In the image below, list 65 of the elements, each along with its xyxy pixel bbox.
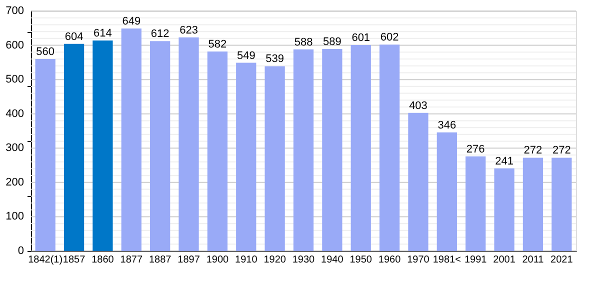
x-tick-label: 1970 <box>407 254 430 266</box>
data-label: 623 <box>180 24 198 36</box>
bar <box>379 44 400 251</box>
data-label: 276 <box>466 143 485 156</box>
bar <box>322 49 342 251</box>
y-tick-label: 700 <box>6 5 24 17</box>
y-tick-label: 500 <box>6 74 24 86</box>
data-label: 589 <box>323 36 342 48</box>
bar <box>494 168 514 251</box>
y-tick-label: 0 <box>18 245 24 257</box>
bar <box>178 37 199 251</box>
data-label: 582 <box>208 38 227 50</box>
data-label: 588 <box>294 36 313 48</box>
bar <box>436 132 457 251</box>
bar <box>35 59 56 251</box>
x-tick-label: 2011 <box>522 254 544 266</box>
x-tick-label: 1981< <box>432 254 462 266</box>
x-tick-label: 1887 <box>148 254 172 266</box>
data-label: 272 <box>524 144 542 157</box>
bar <box>350 44 371 251</box>
bar <box>64 44 84 251</box>
x-tick-label: 1842(1) <box>28 254 63 266</box>
x-tick-label: 1991 <box>464 254 488 266</box>
y-tick-label: 400 <box>6 108 24 120</box>
data-label: 241 <box>495 155 514 168</box>
bar <box>466 156 486 251</box>
x-tick-label: 1920 <box>264 254 286 266</box>
bar <box>522 158 544 251</box>
data-label: 560 <box>36 46 55 58</box>
x-tick-label: 1910 <box>235 254 258 266</box>
data-label: 649 <box>122 15 141 28</box>
data-label: 549 <box>236 50 256 62</box>
bar <box>236 62 256 251</box>
y-tick-label: 100 <box>6 210 24 223</box>
data-label: 614 <box>94 27 112 40</box>
x-tick-label: 1860 <box>92 254 114 266</box>
x-tick-label: 1950 <box>350 254 372 266</box>
x-tick-label: 1897 <box>178 254 200 266</box>
data-label: 346 <box>438 119 456 132</box>
x-tick-label: 2001 <box>493 254 516 266</box>
data-label: 612 <box>150 28 170 40</box>
data-label: 403 <box>409 100 428 112</box>
bar <box>408 112 428 251</box>
bar <box>92 40 113 251</box>
data-label: 602 <box>380 32 399 44</box>
y-tick-label: 300 <box>6 142 24 154</box>
bar <box>150 41 170 251</box>
bar <box>293 49 314 251</box>
x-tick-label: 1877 <box>120 254 143 266</box>
data-label: 604 <box>64 30 84 43</box>
bar <box>552 158 572 251</box>
data-label: 539 <box>266 53 284 66</box>
x-tick-label: 2021 <box>550 254 574 266</box>
x-tick-label: 1960 <box>378 254 402 266</box>
x-tick-label: 1857 <box>62 254 86 266</box>
data-label: 601 <box>352 32 370 44</box>
x-tick-label: 1940 <box>321 254 344 266</box>
bar <box>121 28 142 251</box>
data-label: 272 <box>552 144 571 157</box>
bar <box>207 51 228 251</box>
bar <box>264 66 285 251</box>
x-tick-label: 1900 <box>206 254 230 266</box>
x-tick-label: 1930 <box>292 254 316 266</box>
y-tick-label: 600 <box>6 39 24 52</box>
y-tick-label: 200 <box>6 176 24 188</box>
